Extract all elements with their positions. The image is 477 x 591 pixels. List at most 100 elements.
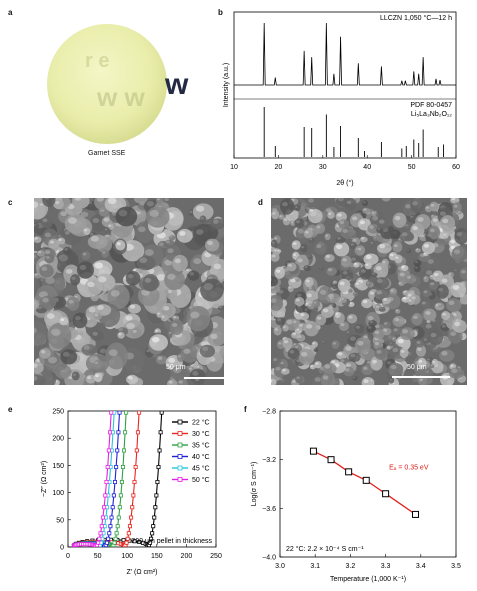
grain [271,210,280,220]
grain-highlight [271,277,273,282]
grain [276,249,282,253]
y-tick-label-e: 200 [52,436,64,443]
nyquist-marker [116,430,121,435]
nyquist-marker [109,515,114,520]
grain-highlight [275,366,281,371]
grain-highlight [350,353,356,358]
grain-highlight [296,278,298,280]
grain [371,210,377,217]
x-tick-label-f: 3.2 [346,563,356,570]
nyquist-marker [99,524,104,529]
grain-highlight [308,286,312,290]
x-tick-label-b: 50 [408,164,416,171]
nyquist-marker [148,540,153,545]
grain [193,223,212,246]
y-tick-label-f: −2.8 [262,409,276,416]
grain-highlight [48,356,58,364]
grain-highlight [430,203,435,207]
nyquist-marker [116,515,121,520]
grain [271,276,278,287]
grain [429,364,435,369]
grain-highlight [438,303,442,306]
grain [105,342,128,370]
grain-highlight [74,198,82,201]
grain [374,277,390,289]
grain-highlight [367,326,372,329]
grain-highlight [195,229,204,235]
grain-highlight [383,298,387,301]
grain-highlight [34,273,38,276]
grain-highlight [417,217,424,222]
grain [436,284,449,299]
grain-highlight [304,265,308,269]
grain [326,267,337,276]
grain-highlight [372,212,375,214]
grain-highlight [88,306,97,313]
data-point [382,490,390,498]
grain [428,329,444,346]
grain-highlight [40,350,46,354]
grain [291,240,301,250]
nyquist-marker [134,448,139,453]
grain-highlight [414,260,418,264]
grain-highlight [373,237,376,239]
y-tick-label-f: −3.6 [262,506,276,513]
grain [34,299,40,310]
grain-highlight [49,240,55,244]
nyquist-marker [113,536,118,541]
legend-label: 40 °C [192,453,210,461]
grain [44,254,55,264]
grain [399,327,415,341]
grain [295,277,300,282]
legend-label: 30 °C [192,430,210,438]
x-tick-label-e: 250 [210,553,222,560]
grain-highlight [271,254,276,258]
grain-highlight [151,336,160,343]
grain [314,241,327,255]
grain-highlight [308,198,314,203]
data-point [309,447,317,455]
svg-text:w: w [164,68,189,101]
grain-highlight [125,315,133,321]
grain [117,331,125,339]
grain [353,262,360,268]
grain-highlight [427,259,434,264]
grain [457,210,462,215]
grain-highlight [379,307,383,310]
grain [290,331,301,339]
grain [304,320,319,337]
grain-highlight [332,304,335,306]
grain-highlight [34,254,37,259]
grain-highlight [340,323,345,327]
grain-highlight [68,217,77,224]
grain [356,245,366,256]
x-tick-label-f: 3.3 [381,563,391,570]
grain-highlight [107,198,117,205]
grain-highlight [390,289,394,292]
nyquist-marker [108,430,113,435]
grain-highlight [442,312,447,316]
grain [340,255,352,268]
x-tick-label-f: 3.0 [275,563,285,570]
grain-highlight [348,289,351,291]
nyquist-marker [106,448,111,453]
grain-highlight [283,218,288,221]
grain-highlight [353,239,357,242]
grain [452,202,462,214]
grain-highlight [439,211,446,216]
nyquist-marker [157,448,162,453]
grain-highlight [390,364,397,370]
grain-highlight [319,267,322,269]
grain-highlight [280,378,283,381]
data-point [345,468,353,476]
grain-highlight [312,342,316,345]
grain-highlight [271,241,275,244]
grain [329,296,335,302]
grain [94,273,116,292]
data-point [362,476,370,484]
grain [438,302,444,308]
grain [76,261,95,279]
grain [363,253,379,265]
grain [298,312,310,321]
grain-highlight [136,211,141,215]
